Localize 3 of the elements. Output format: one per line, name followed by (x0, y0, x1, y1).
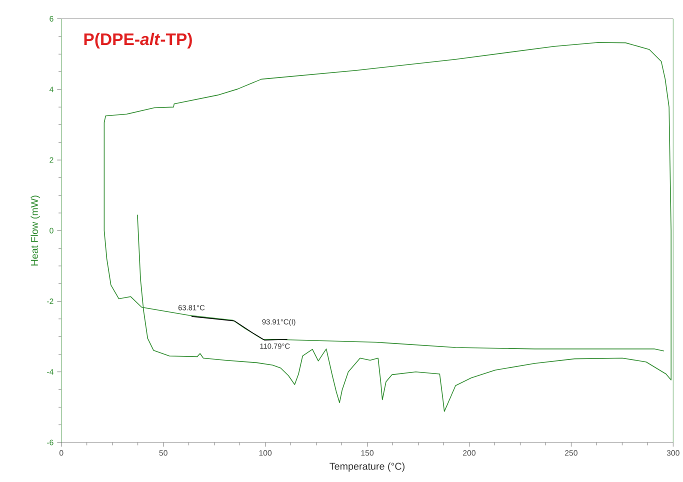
text: P(DPE-alt-TP) (84, 32, 192, 48)
y-axis-title: Heat Flow (mW) (30, 196, 40, 266)
x-axis-title: Temperature (°C) (330, 462, 404, 472)
